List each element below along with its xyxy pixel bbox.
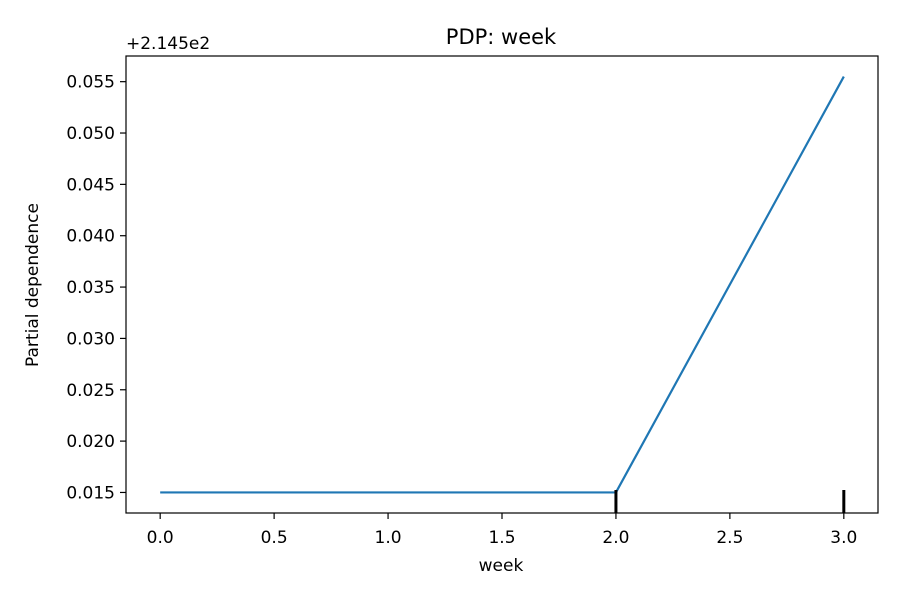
x-tick-label-0: 0.0 bbox=[147, 528, 174, 548]
y-tick-label-1: 0.020 bbox=[66, 432, 115, 452]
y-tick-label-8: 0.055 bbox=[66, 73, 115, 93]
x-tick-label-1: 0.5 bbox=[261, 528, 288, 548]
chart-title: PDP: week bbox=[446, 25, 557, 49]
y-tick-label-3: 0.030 bbox=[66, 329, 115, 349]
x-tick-label-6: 3.0 bbox=[830, 528, 857, 548]
y-axis-label: Partial dependence bbox=[23, 203, 43, 367]
x-tick-label-5: 2.5 bbox=[716, 528, 743, 548]
y-tick-label-2: 0.025 bbox=[66, 381, 115, 401]
x-axis-label: week bbox=[479, 556, 524, 576]
y-tick-label-5: 0.040 bbox=[66, 227, 115, 247]
y-tick-label-4: 0.035 bbox=[66, 278, 115, 298]
axes-frame bbox=[125, 55, 879, 514]
y-offset-label: +2.145e2 bbox=[126, 34, 210, 54]
x-tick-label-4: 2.0 bbox=[602, 528, 629, 548]
x-tick-label-2: 1.0 bbox=[375, 528, 402, 548]
y-tick-label-0: 0.015 bbox=[66, 483, 115, 503]
y-tick-label-6: 0.045 bbox=[66, 175, 115, 195]
y-tick-label-7: 0.050 bbox=[66, 124, 115, 144]
plot-area: 0.0 0.5 1.0 1.5 2.0 2.5 3.0 0.015 0.020 0.025 0.03… bbox=[66, 55, 879, 548]
x-tick-label-3: 1.5 bbox=[488, 528, 515, 548]
series-line-0 bbox=[160, 76, 845, 494]
